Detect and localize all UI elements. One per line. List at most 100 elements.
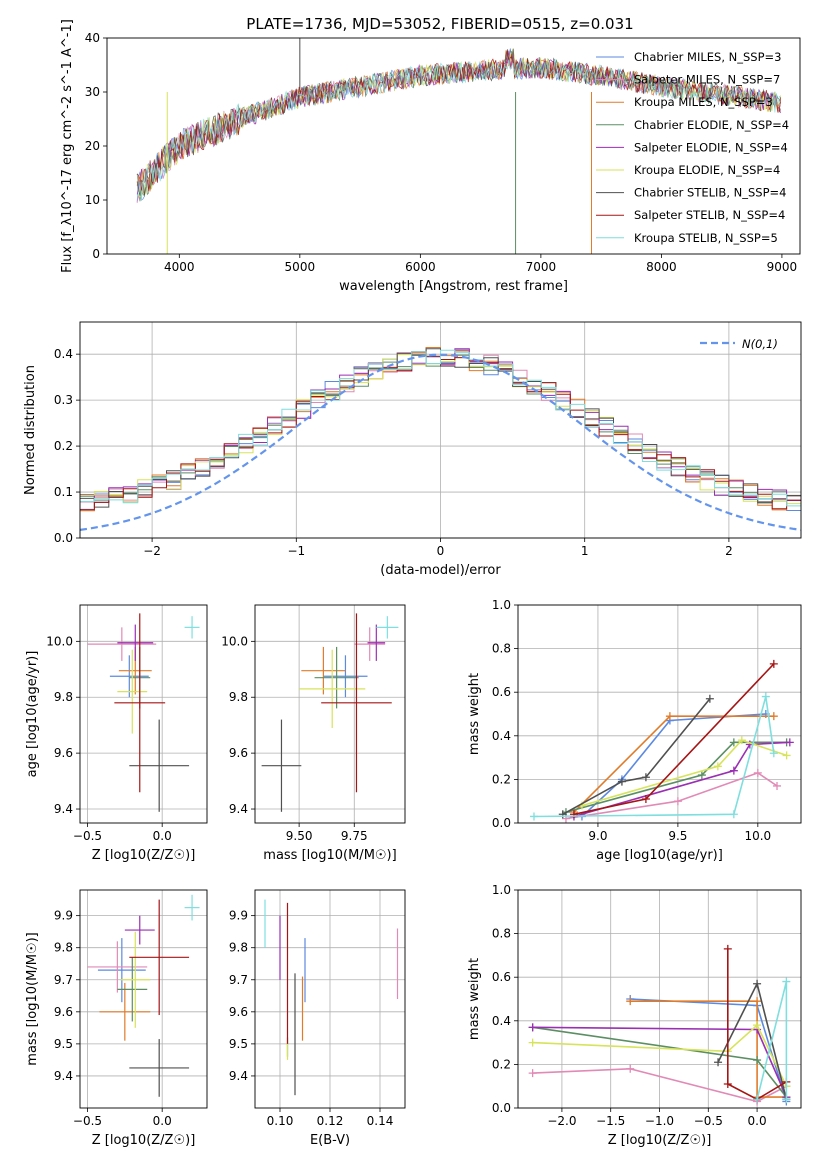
y-tick-label: 0.8 — [492, 642, 511, 656]
y-axis-label: mass weight — [467, 958, 482, 1040]
x-tick-label: 10.0 — [744, 829, 771, 843]
x-tick-label: 5000 — [285, 260, 316, 274]
x-tick-label: 0.10 — [267, 1114, 294, 1128]
y-tick-label: 0.6 — [492, 685, 511, 699]
y-tick-label: 20 — [85, 139, 100, 153]
y-tick-label: 0.0 — [54, 531, 73, 545]
y-tick-label: 9.6 — [229, 1005, 248, 1019]
legend-entry-kroupa_stelib: Kroupa STELIB, N_SSP=5 — [634, 231, 778, 245]
point-marker-salpeter_miles — [673, 797, 682, 806]
y-tick-label: 9.7 — [54, 973, 73, 987]
series-line-chabrier_stelib — [562, 698, 711, 815]
point-marker-kroupa_elodie — [528, 1038, 537, 1047]
mass_vs_ebv-axes: 0.10 0.12 0.14 9.4 9.5 9.6 9.7 9.8 9.9 E(B-V) — [229, 890, 405, 1148]
y-tick-label: 0.0 — [492, 1101, 511, 1115]
y-axis-label: mass [log10(M/M☉)] — [25, 932, 40, 1065]
y-tick-label: 0.4 — [54, 347, 73, 361]
y-tick-label: 9.9 — [229, 909, 248, 923]
x-tick-label: 7000 — [526, 260, 557, 274]
age_vs_Z-points — [87, 613, 200, 812]
series-line-salpeter_miles — [532, 1067, 787, 1103]
point-marker-chabrier_elodie — [697, 771, 706, 780]
point-marker-salpeter_miles — [773, 781, 782, 790]
y-axis-label: mass weight — [467, 673, 482, 755]
y-tick-label: 9.5 — [229, 1037, 248, 1051]
figure-title: PLATE=1736, MJD=53052, FIBERID=0515, z=0… — [246, 15, 633, 33]
x-tick-label: 1 — [581, 544, 589, 558]
residual-series-group — [80, 347, 801, 531]
y-tick-label: 0.2 — [492, 1057, 511, 1071]
y-tick-label: 9.4 — [229, 802, 248, 816]
y-tick-label: 9.8 — [229, 941, 248, 955]
x-tick-label: 9.0 — [588, 829, 607, 843]
y-tick-label: 0.2 — [54, 439, 73, 453]
series-line-kroupa_miles — [630, 1000, 787, 1098]
point-marker-kroupa_miles — [665, 712, 674, 721]
point-marker-salpeter_miles — [626, 1064, 635, 1073]
legend-entry-salpeter_miles: Salpeter MILES, N_SSP=7 — [634, 73, 780, 87]
age_vs_mass-frame — [254, 604, 406, 824]
point-marker-kroupa_stelib — [782, 1095, 791, 1104]
spectrum-series-group — [136, 38, 782, 254]
legend-entry-chabrier_elodie: Chabrier ELODIE, N_SSP=4 — [634, 118, 789, 132]
series-line-kroupa_elodie — [581, 739, 787, 807]
series-line-chabrier_miles — [581, 713, 766, 818]
legend-entry-chabrier_miles: Chabrier MILES, N_SSP=3 — [634, 50, 781, 64]
point-marker-kroupa_stelib — [753, 1095, 762, 1104]
series-line-kroupa_elodie — [532, 1023, 788, 1087]
x-axis-label: E(B-V) — [310, 1133, 350, 1148]
x-axis-label: mass [log10(M/M☉)] — [263, 848, 396, 863]
x-tick-label: 9.75 — [341, 829, 368, 843]
point-marker-kroupa_stelib — [729, 810, 738, 819]
point-marker-salpeter_stelib — [769, 659, 778, 668]
y-tick-label: 0.8 — [492, 927, 511, 941]
series-line-salpeter_elodie — [573, 741, 790, 818]
gaussian-curve — [80, 353, 801, 531]
point-marker-chabrier_stelib — [714, 1058, 723, 1067]
x-tick-label: 9.50 — [286, 829, 313, 843]
y-tick-label: 1.0 — [492, 883, 511, 897]
age_vs_Z-axes: −0.5 0.0 9.4 9.6 9.8 10.0 Z [log10(Z/Z☉)] age [… — [25, 605, 207, 863]
legend-entry-kroupa_miles: Kroupa MILES, N_SSP=3 — [634, 95, 773, 109]
point-marker-salpeter_miles — [528, 1069, 537, 1078]
age_vs_Z-frame — [79, 604, 208, 824]
point-marker-chabrier_stelib — [753, 979, 762, 988]
y-tick-label: 9.8 — [229, 690, 248, 704]
x-tick-label: 6000 — [405, 260, 436, 274]
x-tick-label: 8000 — [646, 260, 677, 274]
series-line-chabrier_elodie — [565, 741, 787, 813]
point-marker-kroupa_stelib — [529, 812, 538, 821]
point-marker-kroupa_elodie — [753, 1021, 762, 1030]
point-marker-chabrier_stelib — [705, 694, 714, 703]
mass_vs_ebv-frame — [254, 889, 406, 1109]
x-tick-label: 0.14 — [367, 1114, 394, 1128]
x-tick-label: −0.5 — [73, 829, 102, 843]
x-tick-label: −1.0 — [645, 1114, 674, 1128]
x-tick-label: −2 — [143, 544, 161, 558]
mass_vs_Z-frame — [79, 889, 208, 1109]
y-tick-label: 9.6 — [54, 1005, 73, 1019]
point-marker-salpeter_elodie — [528, 1023, 537, 1032]
x-axis-label: wavelength [Angstrom, rest frame] — [339, 279, 568, 294]
y-tick-label: 9.9 — [54, 909, 73, 923]
y-axis-label: Flux [f_λ10^-17 erg cm^-2 s^-1 A^-1] — [60, 19, 75, 273]
point-marker-kroupa_miles — [769, 712, 778, 721]
series-line-salpeter_miles — [565, 772, 778, 820]
mass_vs_ebv-points — [264, 899, 399, 1096]
x-tick-label: 0.0 — [748, 1114, 767, 1128]
y-tick-label: 0.1 — [54, 485, 73, 499]
residuals-axes: −2 −1 0 1 2 0.0 0.1 0.2 0.3 0.4 (data-model)/error… — [23, 322, 801, 578]
series-line-salpeter_stelib — [726, 948, 787, 1101]
x-axis-label: Z [log10(Z/Z☉)] — [92, 848, 196, 863]
y-tick-label: 9.4 — [54, 1069, 73, 1083]
y-tick-label: 0.2 — [492, 772, 511, 786]
y-axis-label: age [log10(age/yr)] — [25, 651, 40, 778]
point-marker-salpeter_stelib — [641, 795, 650, 804]
x-tick-label: −1 — [287, 544, 305, 558]
x-tick-label: 0.0 — [153, 1114, 172, 1128]
point-marker-chabrier_stelib — [617, 777, 626, 786]
x-tick-label: 0 — [437, 544, 445, 558]
x-tick-label: −0.5 — [73, 1114, 102, 1128]
point-marker-kroupa_miles — [626, 997, 635, 1006]
residual-hist-kroupa_stelib — [80, 349, 801, 507]
